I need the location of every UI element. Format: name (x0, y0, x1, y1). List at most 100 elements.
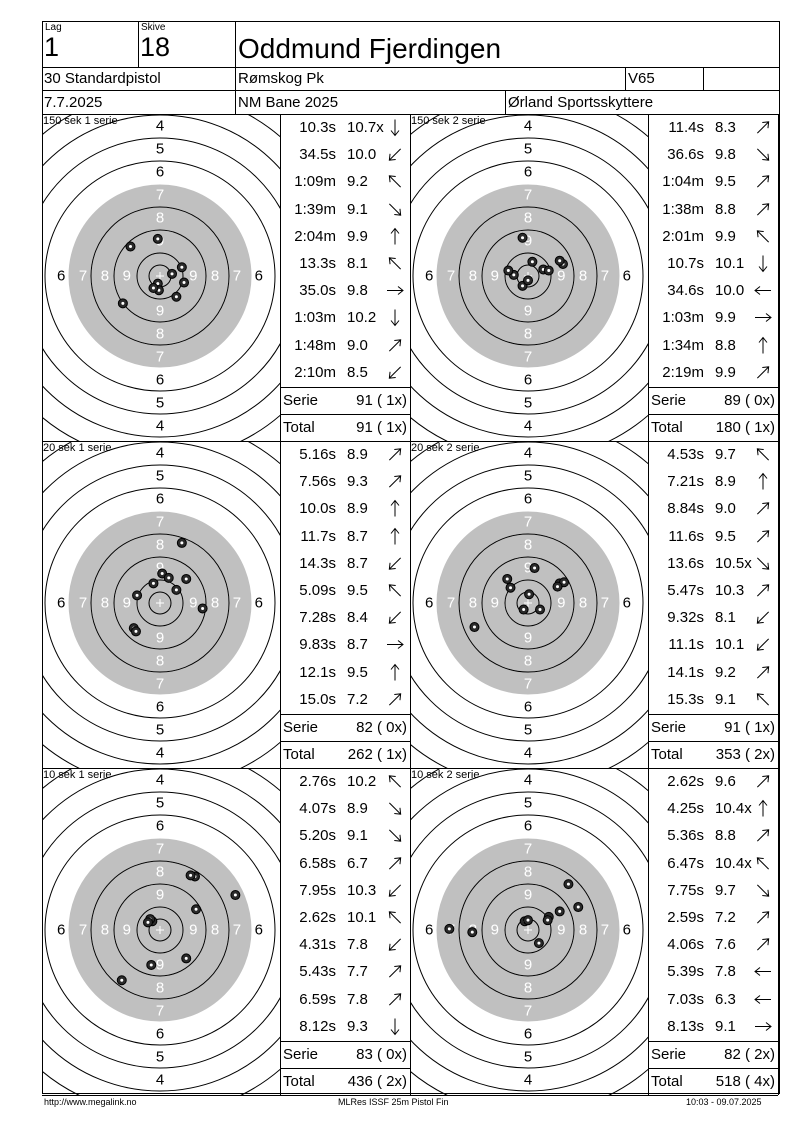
direction-arrow-icon (756, 911, 770, 924)
ring-number-bottom: 8 (524, 980, 532, 997)
ring-number-left: 8 (101, 595, 109, 612)
direction-arrow-icon (756, 829, 770, 842)
ring-number-bottom: 6 (524, 372, 532, 389)
shot-time: 2.62s (299, 909, 336, 926)
shot-row: 9.32s 8.1 (648, 604, 778, 631)
shot-score: 6.7 (347, 854, 368, 872)
shot-time: 4.53s (667, 446, 704, 463)
direction-arrow-icon (758, 799, 768, 817)
shot-score: 10.5x (715, 554, 752, 572)
ring-number-top: 6 (156, 491, 164, 508)
target-ring (42, 114, 280, 438)
direction-arrow-icon (387, 640, 404, 650)
shot-time: 1:48m (294, 336, 336, 354)
shot-score: 8.3 (715, 119, 736, 136)
shot-score: 8.9 (347, 800, 368, 818)
ring-number-bottom: 9 (156, 957, 164, 974)
direction-arrow-icon (388, 884, 402, 897)
shot-score: 10.2 (347, 309, 377, 327)
shot-score: 9.8 (347, 282, 368, 300)
direction-arrow-icon (756, 611, 770, 624)
shot-row: 15.3s 9.1 (648, 686, 778, 713)
direction-arrow-icon (390, 1018, 400, 1036)
shot-time: 35.0s (299, 282, 336, 300)
ring-number-bottom: 5 (524, 722, 532, 739)
ring-number-left: 8 (469, 595, 477, 612)
shot-time: 10.0s (299, 500, 336, 518)
shot-row: 4.53s 9.7 (648, 441, 778, 468)
ring-number-top: 6 (156, 818, 164, 835)
shot-score: 9.8 (715, 146, 736, 164)
shot-time: 36.6s (667, 146, 704, 164)
direction-arrow-icon (388, 203, 402, 216)
shot-time: 4.06s (667, 936, 704, 954)
ring-number-top: 6 (524, 164, 532, 181)
shot-row: 5.39s 7.8 (648, 958, 778, 985)
shot-score: 8.8 (715, 200, 736, 218)
shot-time: 11.7s (300, 527, 336, 545)
ring-number-right: 6 (255, 595, 263, 612)
shot-score: 10.3 (347, 881, 377, 899)
shot-row: 6.58s 6.7 (280, 850, 410, 877)
ring-number-bottom: 4 (156, 745, 164, 762)
ring-number-right: 7 (233, 922, 241, 939)
direction-arrow-icon (390, 500, 400, 517)
shot-score: 8.5 (347, 363, 368, 381)
shot-row: 36.6s 9.8 (648, 141, 778, 168)
shot-row: 15.0s 7.2 (280, 686, 410, 713)
shot-row: 1:04m 9.5 (648, 168, 778, 195)
shot-row: 35.0s 9.8 (280, 277, 410, 304)
direction-arrow-icon (756, 584, 770, 597)
shot-row: 10.3s 10.7x (280, 114, 410, 141)
shot-row: 1:09m 9.2 (280, 168, 410, 195)
shot-time: 1:04m (662, 173, 704, 191)
ring-number-top: 5 (524, 468, 532, 485)
ring-number-left: 9 (123, 268, 131, 285)
shot-time: 2.59s (667, 909, 704, 926)
direction-arrow-icon (756, 202, 770, 216)
direction-arrow-icon (755, 313, 772, 323)
ring-number-right: 9 (189, 595, 197, 612)
ring-number-bottom: 8 (156, 980, 164, 997)
ring-number-right: 7 (601, 922, 609, 939)
shot-time: 1:38m (662, 200, 704, 218)
direction-arrow-icon (388, 611, 402, 624)
serie-sum: Serie 82 ( 0x) (280, 714, 410, 741)
ring-number-bottom: 9 (524, 630, 532, 647)
total-sum-label: Total (283, 746, 315, 763)
ring-number-top: 9 (524, 233, 532, 250)
direction-arrow-icon (388, 448, 402, 461)
target-ring (410, 114, 648, 438)
direction-arrow-icon (756, 638, 770, 652)
ring-number-left: 9 (123, 922, 131, 939)
shot-score: 8.1 (347, 255, 368, 272)
direction-arrow-icon (756, 557, 770, 570)
ring-number-top: 6 (524, 818, 532, 835)
ring-number-bottom: 4 (524, 418, 532, 435)
club-name: Rømskog Pk (238, 70, 324, 87)
target-ring (410, 441, 648, 765)
ring-number-top: 7 (524, 514, 532, 531)
shot-row: 14.3s 8.7 (280, 550, 410, 577)
ring-number-bottom: 6 (156, 699, 164, 716)
ring-number-right: 9 (189, 922, 197, 939)
direction-arrow-icon (390, 227, 400, 245)
footer-timestamp: 10:03 - 09.07.2025 (686, 1097, 762, 1107)
shot-row: 5.20s 9.1 (280, 822, 410, 849)
ring-number-right: 8 (211, 922, 219, 939)
direction-arrow-icon (754, 967, 771, 977)
shot-score: 7.2 (715, 909, 736, 926)
ring-number-left: 9 (491, 595, 499, 612)
shot-score: 10.1 (347, 909, 377, 926)
series-title: 150 sek 2 serie (411, 115, 486, 127)
shot-score: 8.9 (347, 446, 368, 463)
direction-arrow-icon (756, 121, 770, 134)
target-ring (42, 137, 280, 415)
ring-number-bottom: 5 (156, 395, 164, 412)
shot-row: 2:04m 9.9 (280, 223, 410, 250)
ring-number-top: 8 (156, 537, 164, 554)
ring-number-left: 7 (79, 922, 87, 939)
target-ring (44, 160, 276, 392)
shot-row: 7.56s 9.3 (280, 468, 410, 495)
